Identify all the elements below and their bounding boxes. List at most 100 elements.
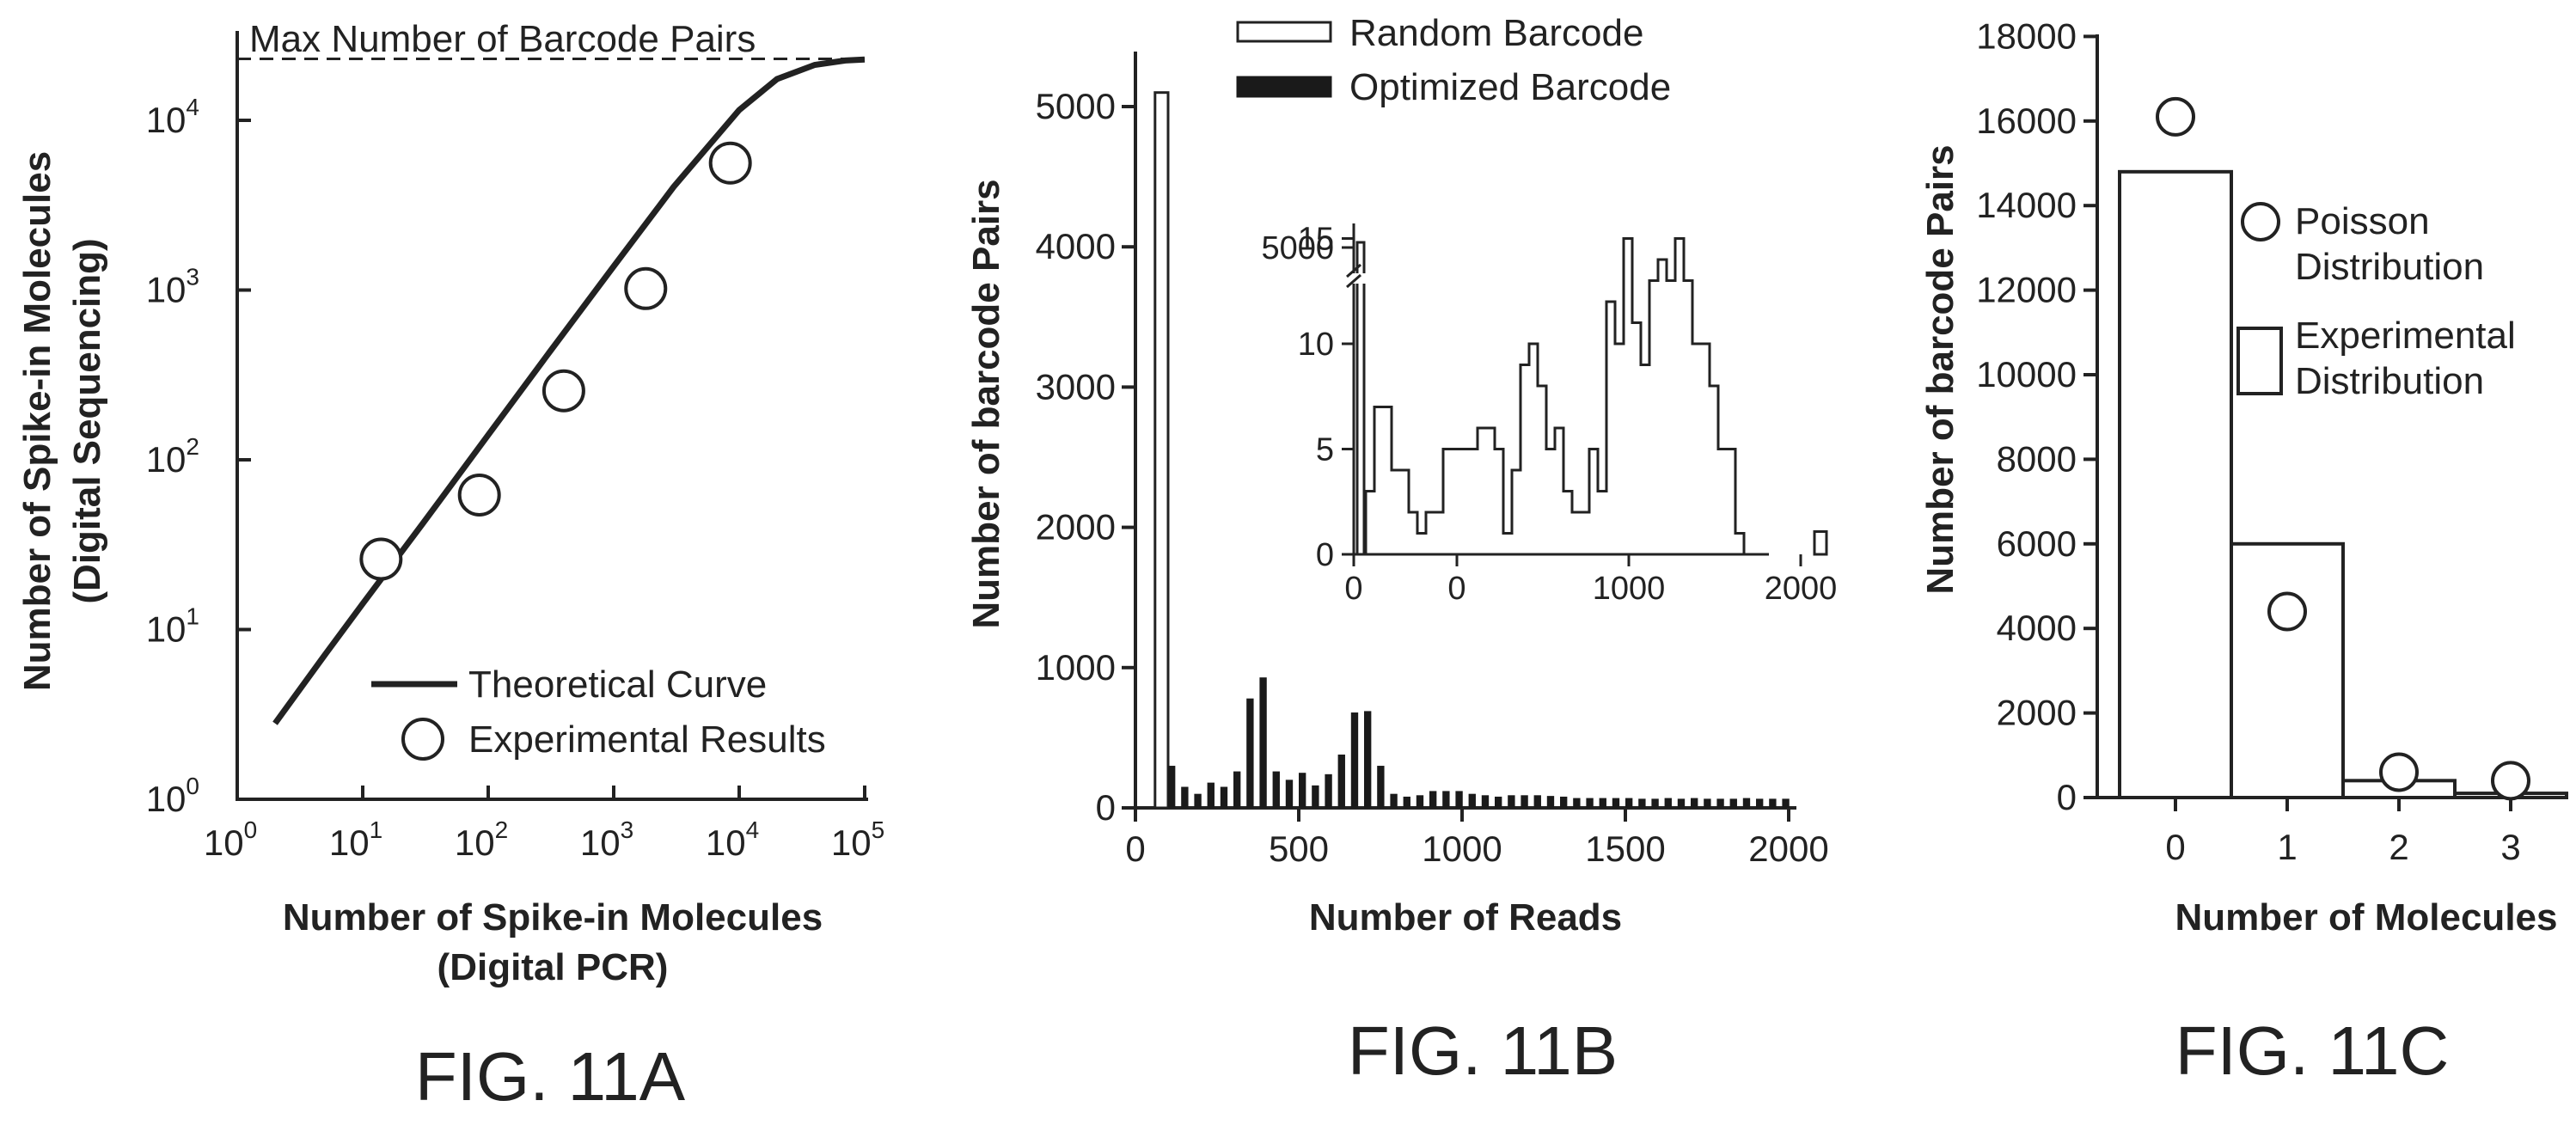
panel-b-ytick-label: 2000	[1036, 507, 1116, 547]
max-pairs-annotation: Max Number of Barcode Pairs	[249, 18, 756, 60]
legend-theoretical-curve: Theoretical Curve	[468, 663, 767, 706]
panel-11a: 100 101 102 103 104 105 100 101 102 103 104 Max Nu…	[16, 18, 884, 1115]
panel-c-ytick-label: 18000	[1976, 15, 2077, 56]
panel-a-xtick-label: 105	[831, 816, 884, 863]
legend-experimental-line2: Distribution	[2295, 360, 2484, 402]
inset-ytick-label: 15	[1298, 222, 1334, 258]
experimental-point	[708, 141, 752, 185]
panel-c-xtick-label: 3	[2500, 827, 2520, 867]
inset-xtick-label: 1000	[1593, 571, 1666, 607]
panel-c-ytick-label: 12000	[1976, 270, 2077, 310]
panel-a-xtick-label: 100	[204, 816, 257, 863]
optimized-barcode-bar	[1194, 793, 1202, 808]
panel-b-legend: Random Barcode Optimized Barcode	[1236, 12, 1671, 108]
inset-break-label: 5000	[1261, 230, 1334, 266]
panel-c-ylabel: Number of barcode Pairs	[1919, 144, 1961, 594]
optimized-barcode-bar	[1677, 798, 1686, 808]
optimized-barcode-bar	[1233, 771, 1241, 808]
panel-a-legend: Theoretical Curve Experimental Results	[371, 663, 826, 761]
inset-xtick-label: 0	[1344, 571, 1362, 607]
optimized-barcode-bar	[1664, 798, 1672, 808]
legend-poisson-swatch	[2241, 202, 2280, 242]
optimized-barcode-bar	[1546, 796, 1555, 808]
panel-c-ytick-label: 8000	[1997, 438, 2077, 479]
experimental-distribution-bar	[2118, 169, 2233, 799]
inset-xtick-label: 0	[1447, 571, 1465, 607]
optimized-barcode-bar	[1704, 798, 1711, 808]
panel-c-legend: Poisson Distribution Experimental Distri…	[2236, 200, 2516, 402]
poisson-point	[2379, 752, 2419, 792]
panel-b-xtick-label: 1000	[1422, 828, 1502, 869]
optimized-barcode-bar	[1350, 712, 1359, 808]
panel-a-xtick-label: 104	[706, 816, 759, 863]
optimized-barcode-bar	[1638, 798, 1646, 808]
panel-a-xtick-label: 101	[329, 816, 382, 863]
inset-ytick-label: 0	[1316, 537, 1334, 573]
inset-random-bars	[1355, 241, 1828, 556]
panel-c-ytick-label: 6000	[1997, 523, 2077, 564]
legend-random-barcode: Random Barcode	[1349, 12, 1643, 54]
optimized-barcode-bar	[1312, 785, 1319, 808]
optimized-barcode-bar	[1299, 773, 1306, 808]
optimized-barcode-bar	[1455, 791, 1463, 808]
experimental-distribution-bar	[2230, 541, 2345, 799]
panel-a-xtick-label: 102	[455, 816, 508, 863]
poisson-point	[2267, 591, 2307, 632]
optimized-barcode-bar	[1181, 786, 1189, 808]
optimized-barcode-bar	[1521, 795, 1528, 808]
panel-c-bars	[2118, 169, 2568, 800]
panel-c-ytick-label: 4000	[1997, 608, 2077, 648]
experimental-results-markers	[359, 141, 752, 581]
optimized-barcode-bar	[1716, 798, 1724, 808]
panel-b-xlabel: Number of Reads	[1309, 896, 1622, 939]
optimized-barcode-bar	[1272, 771, 1280, 808]
optimized-barcode-bar	[1416, 795, 1424, 808]
optimized-barcode-bar	[1599, 798, 1606, 808]
panel-b-xtick-label: 0	[1125, 828, 1145, 869]
optimized-barcode-bar	[1207, 782, 1215, 808]
panel-a-axes	[236, 31, 868, 801]
legend-optimized-swatch	[1236, 76, 1332, 98]
figure-label-11a: FIG. 11A	[415, 1038, 686, 1115]
poisson-point	[2491, 761, 2530, 801]
panel-a-ylabel-2: (Digital Sequencing)	[66, 238, 108, 603]
optimized-barcode-bar	[1337, 754, 1345, 808]
panel-a-ytick-label: 103	[146, 264, 199, 310]
experimental-point	[359, 537, 403, 581]
panel-a-ytick-label: 100	[146, 773, 199, 819]
optimized-barcode-bar	[1403, 796, 1410, 808]
optimized-barcode-bar	[1259, 677, 1267, 808]
panel-c-xtick-label: 1	[2277, 827, 2297, 867]
panel-a-ticks: 100 101 102 103 104 105 100 101 102 103 104	[146, 94, 884, 863]
panel-c-xtick-label: 0	[2165, 827, 2185, 867]
panel-b-bars	[1153, 91, 1790, 810]
panel-c-ytick-label: 16000	[1976, 101, 2077, 141]
optimized-barcode-bar	[1429, 791, 1437, 808]
panel-c-ticks: 0 2000 4000 6000 8000 10000 12000 14000 16000 180…	[1976, 15, 2520, 867]
optimized-barcode-bar	[1782, 798, 1790, 808]
optimized-barcode-bar	[1625, 798, 1633, 808]
optimized-barcode-bar	[1573, 798, 1581, 808]
figure-label-11b: FIG. 11B	[1348, 1012, 1618, 1089]
optimized-barcode-bar	[1560, 796, 1568, 808]
optimized-barcode-bar	[1586, 798, 1594, 808]
legend-poisson-line1: Poisson	[2295, 200, 2430, 242]
panel-a-ylabel: Number of Spike-in Molecules	[16, 151, 58, 691]
optimized-barcode-bar	[1756, 798, 1764, 808]
panel-b-ytick-label: 1000	[1036, 647, 1116, 688]
experimental-point	[457, 474, 501, 517]
optimized-barcode-bar	[1508, 795, 1515, 808]
panel-c-poisson-markers	[2156, 96, 2530, 801]
optimized-barcode-bar	[1390, 793, 1398, 808]
inset-optimized-histogram	[1364, 237, 1746, 554]
optimized-barcode-bar	[1285, 780, 1294, 808]
optimized-barcode-bar	[1377, 766, 1385, 808]
panel-c-xtick-label: 2	[2389, 827, 2408, 867]
panel-c-ytick-label: 10000	[1976, 354, 2077, 394]
optimized-barcode-bar	[1220, 786, 1228, 808]
optimized-barcode-bar	[1325, 773, 1332, 808]
